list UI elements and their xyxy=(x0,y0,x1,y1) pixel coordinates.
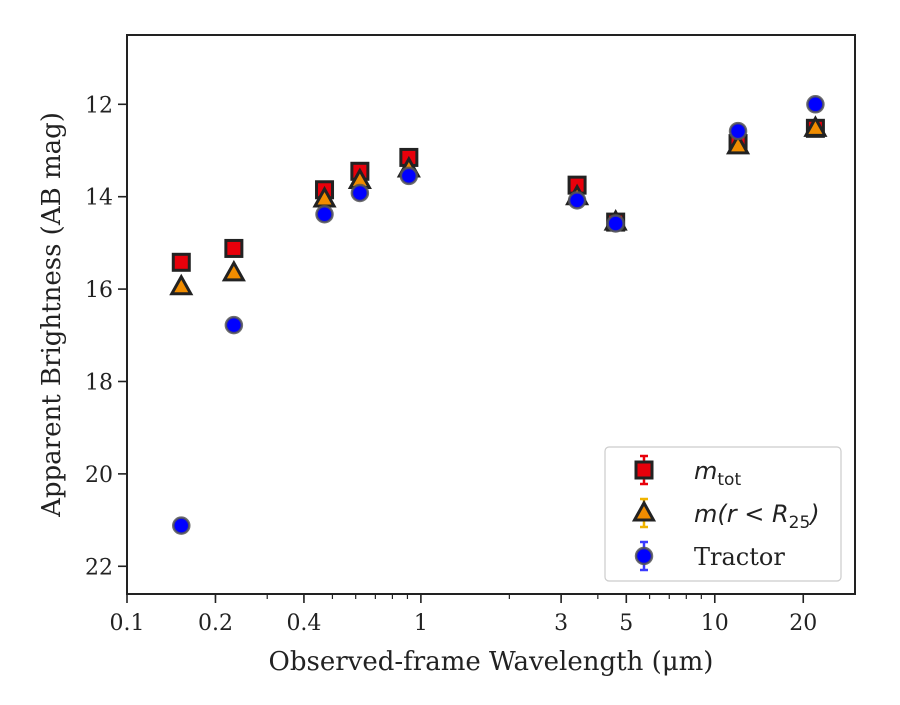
data-point xyxy=(315,204,334,224)
y-tick-label: 20 xyxy=(85,463,113,488)
legend-marker xyxy=(634,460,654,480)
y-tick-label: 14 xyxy=(85,186,113,211)
x-tick-label: 3 xyxy=(554,611,568,636)
x-tick-label: 0.4 xyxy=(286,611,321,636)
x-tick-label: 20 xyxy=(789,611,817,636)
data-point xyxy=(172,516,191,535)
y-axis-label: Apparent Brightness (AB mag) xyxy=(37,112,67,518)
data-point xyxy=(224,238,244,258)
data-point xyxy=(806,95,825,114)
data-point xyxy=(606,214,625,233)
series-0 xyxy=(171,118,825,272)
legend-entry: Tractor xyxy=(634,540,785,572)
x-tick-label: 5 xyxy=(619,611,633,636)
data-point xyxy=(803,115,828,137)
x-tick-label: 0.1 xyxy=(110,611,145,636)
y-tick-label: 12 xyxy=(85,93,113,118)
x-tick-label: 1 xyxy=(414,611,428,636)
y-tick-label: 16 xyxy=(85,278,113,303)
data-point xyxy=(171,252,191,272)
legend-marker xyxy=(631,499,657,522)
series-2 xyxy=(172,95,825,535)
data-point xyxy=(224,315,244,335)
legend-entry: mtot xyxy=(634,454,741,490)
data-point xyxy=(399,166,419,186)
legend-box xyxy=(604,446,842,582)
x-axis-ticks: 0.1 0.2 0.4 1 3 5 10 20 xyxy=(110,594,817,636)
legend-entry: m(r < R25) xyxy=(631,497,820,533)
data-series xyxy=(169,95,828,535)
x-tick-label: 10 xyxy=(701,611,729,636)
data-point xyxy=(567,191,587,210)
data-point xyxy=(725,132,751,155)
x-tick-label: 0.2 xyxy=(198,611,233,636)
data-point xyxy=(350,183,370,203)
data-point xyxy=(169,273,194,296)
x-axis-label: Observed-frame Wavelength (μm) xyxy=(269,647,714,677)
legend-label: Tractor xyxy=(694,543,785,571)
y-tick-label: 18 xyxy=(85,370,113,395)
legend-marker xyxy=(634,546,654,566)
legend-label: m(r < R25) xyxy=(694,500,820,533)
data-point xyxy=(728,121,748,141)
plot-frame xyxy=(126,34,856,595)
data-point xyxy=(221,259,246,282)
legend-label: mtot xyxy=(694,457,741,490)
y-tick-label: 22 xyxy=(85,555,113,580)
legend: mtot m(r < R25) Tractor xyxy=(604,446,842,582)
y-axis-ticks: 12 14 16 18 20 22 xyxy=(85,93,127,580)
series-1 xyxy=(169,115,828,296)
